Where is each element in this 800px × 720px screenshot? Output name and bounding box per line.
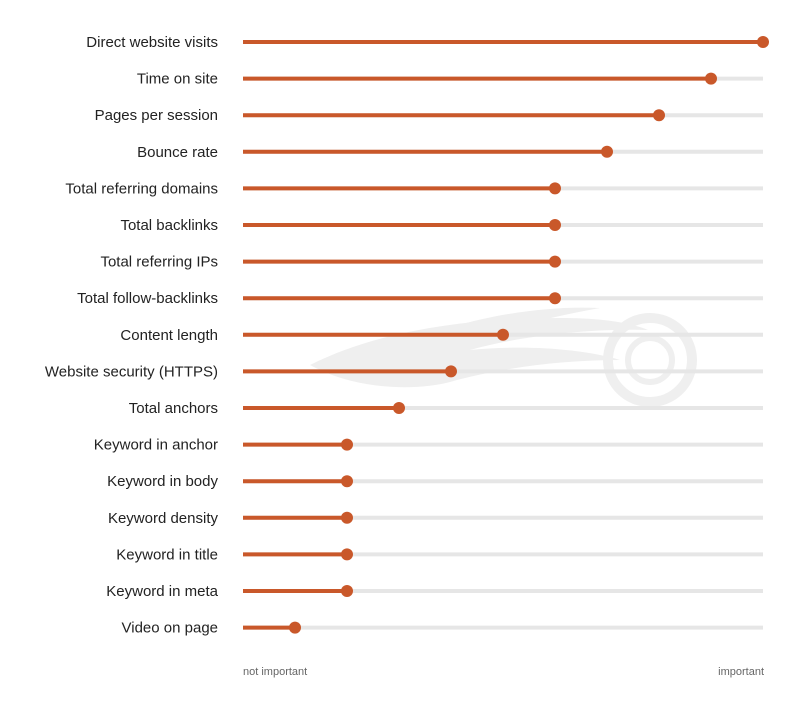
- chart-row: Direct website visits: [86, 34, 769, 51]
- chart-row: Total anchors: [129, 400, 763, 417]
- value-marker: [757, 36, 769, 48]
- category-label: Total anchors: [129, 400, 218, 417]
- axis-min-label: not important: [243, 666, 307, 678]
- chart-row: Total follow-backlinks: [77, 290, 763, 307]
- chart-row: Total referring domains: [65, 180, 763, 197]
- value-marker: [341, 548, 353, 561]
- category-label: Keyword density: [108, 510, 219, 527]
- category-label: Total referring IPs: [100, 254, 218, 271]
- chart-row: Keyword density: [108, 510, 763, 527]
- value-marker: [341, 438, 353, 451]
- chart-row: Content length: [120, 327, 763, 344]
- category-label: Content length: [120, 327, 218, 344]
- value-marker: [341, 475, 353, 488]
- value-marker: [653, 109, 665, 122]
- value-marker: [549, 255, 561, 268]
- chart-row: Pages per session: [95, 107, 763, 124]
- value-marker: [705, 72, 717, 85]
- value-marker: [341, 585, 353, 597]
- value-marker: [393, 402, 405, 414]
- category-label: Video on page: [122, 620, 218, 637]
- chart-row: Keyword in meta: [106, 583, 763, 600]
- chart-row: Total backlinks: [120, 217, 763, 234]
- value-marker: [549, 182, 561, 195]
- value-marker: [445, 365, 457, 378]
- chart-row: Time on site: [137, 71, 763, 88]
- value-marker: [289, 621, 301, 634]
- chart-row: Website security (HTTPS): [45, 363, 763, 380]
- category-label: Bounce rate: [137, 144, 218, 161]
- flame-logo-watermark: [310, 307, 697, 407]
- chart-row: Bounce rate: [137, 144, 763, 161]
- value-marker: [341, 511, 353, 524]
- chart-row: Total referring IPs: [100, 254, 763, 271]
- chart-row: Keyword in anchor: [94, 437, 763, 454]
- category-label: Keyword in body: [107, 473, 218, 490]
- category-label: Keyword in meta: [106, 583, 218, 600]
- value-marker: [601, 145, 613, 158]
- value-marker: [497, 328, 509, 341]
- category-label: Website security (HTTPS): [45, 363, 218, 380]
- category-label: Keyword in title: [116, 546, 218, 563]
- category-label: Keyword in anchor: [94, 437, 218, 454]
- category-label: Total referring domains: [65, 180, 218, 197]
- value-marker: [549, 292, 561, 305]
- category-label: Total backlinks: [120, 217, 218, 234]
- chart-row: Keyword in body: [107, 473, 763, 490]
- category-label: Time on site: [137, 71, 218, 88]
- category-label: Total follow-backlinks: [77, 290, 218, 307]
- chart-rows: Direct website visits Time on site Pages p…: [45, 34, 769, 637]
- chart-row: Keyword in title: [116, 546, 763, 563]
- category-label: Direct website visits: [86, 34, 218, 51]
- chart-row: Video on page: [122, 620, 763, 637]
- category-label: Pages per session: [95, 107, 218, 124]
- axis-max-label: important: [718, 666, 764, 678]
- value-marker: [549, 219, 561, 231]
